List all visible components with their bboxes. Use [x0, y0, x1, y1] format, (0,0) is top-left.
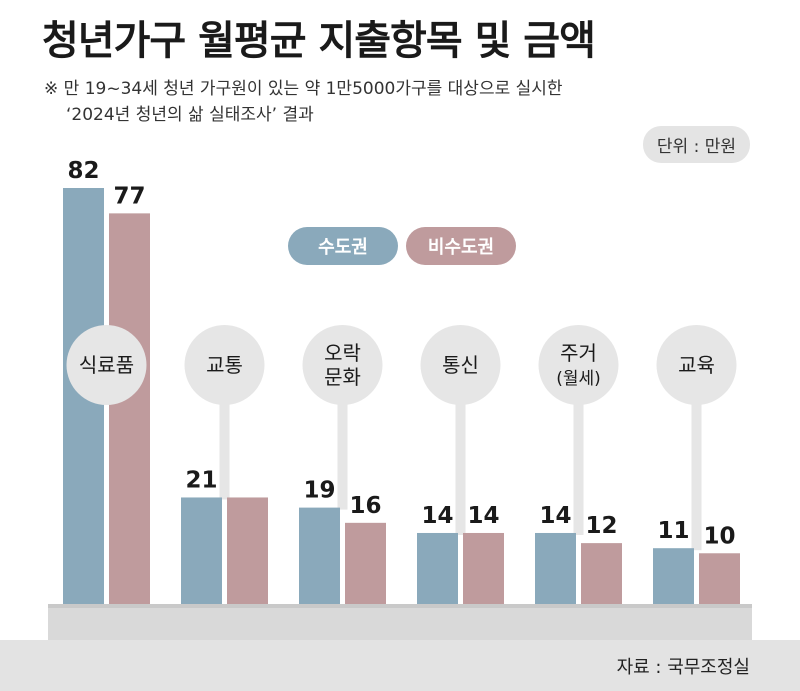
chart-floor: [48, 604, 752, 640]
data-label-capital-5: 11: [657, 518, 689, 544]
page-title: 청년가구 월평균 지출항목 및 금액: [42, 18, 596, 64]
bar-capital-1: [181, 497, 222, 604]
data-label-non-capital-2: 16: [349, 493, 381, 519]
bar-non-capital-1: [227, 497, 268, 604]
legend-capital: 수도권: [288, 227, 398, 265]
category-label-0: 식료품: [79, 353, 134, 377]
bar-capital-2: [299, 507, 340, 604]
category-stem: [573, 365, 584, 535]
data-label-capital-1: 21: [185, 467, 217, 493]
category-stem: [337, 365, 348, 510]
category-label-2: 오락: [324, 341, 361, 365]
category-bubble-1: [184, 325, 265, 405]
data-label-capital-4: 14: [539, 503, 571, 529]
survey-note-line2: ‘2024년 청년의 삶 실태조사’ 결과: [66, 105, 314, 125]
unit-badge: 단위 : 만원: [642, 126, 750, 163]
data-label-non-capital-0: 77: [113, 183, 145, 209]
category-stem: [691, 365, 702, 551]
category-bubble-4: [538, 325, 619, 405]
category-label-4: 주거: [560, 341, 597, 365]
bar-non-capital-4: [581, 543, 622, 604]
category-label-4: (월세): [556, 369, 601, 389]
category-bubble-3: [420, 325, 501, 405]
bar-non-capital-5: [699, 553, 740, 604]
source-note: 자료 : 국무조정실: [616, 657, 750, 678]
category-bubble-2: [302, 325, 383, 405]
data-label-non-capital-5: 10: [703, 523, 735, 549]
survey-note: ※ 만 19~34세 청년 가구원이 있는 약 1만5000가구를 대상으로 실…: [44, 76, 563, 128]
bar-non-capital-2: [345, 522, 386, 604]
category-label-2: 문화: [324, 365, 361, 389]
category-label-5: 교육: [678, 353, 715, 377]
bar-non-capital-3: [463, 532, 504, 604]
bar-capital-3: [417, 532, 458, 604]
data-label-capital-2: 19: [303, 478, 335, 504]
category-label-1: 교통: [206, 353, 243, 377]
chart-baseline: [48, 604, 752, 608]
data-label-capital-3: 14: [421, 503, 453, 529]
category-bubble-0: [66, 325, 147, 405]
bar-non-capital-0: [109, 213, 150, 605]
category-bubble-5: [656, 325, 737, 405]
category-label-3: 통신: [442, 353, 479, 377]
footer-band: [0, 640, 800, 691]
bar-capital-4: [535, 532, 576, 604]
bar-capital-5: [653, 548, 694, 604]
survey-note-line1: ※ 만 19~34세 청년 가구원이 있는 약 1만5000가구를 대상으로 실…: [44, 79, 563, 99]
data-label-non-capital-3: 14: [467, 503, 499, 529]
legend-non-capital: 비수도권: [406, 227, 516, 265]
data-label-capital-0: 82: [67, 158, 99, 184]
data-label-non-capital-4: 12: [585, 513, 617, 539]
category-stem: [219, 365, 230, 500]
category-stem: [455, 365, 466, 535]
